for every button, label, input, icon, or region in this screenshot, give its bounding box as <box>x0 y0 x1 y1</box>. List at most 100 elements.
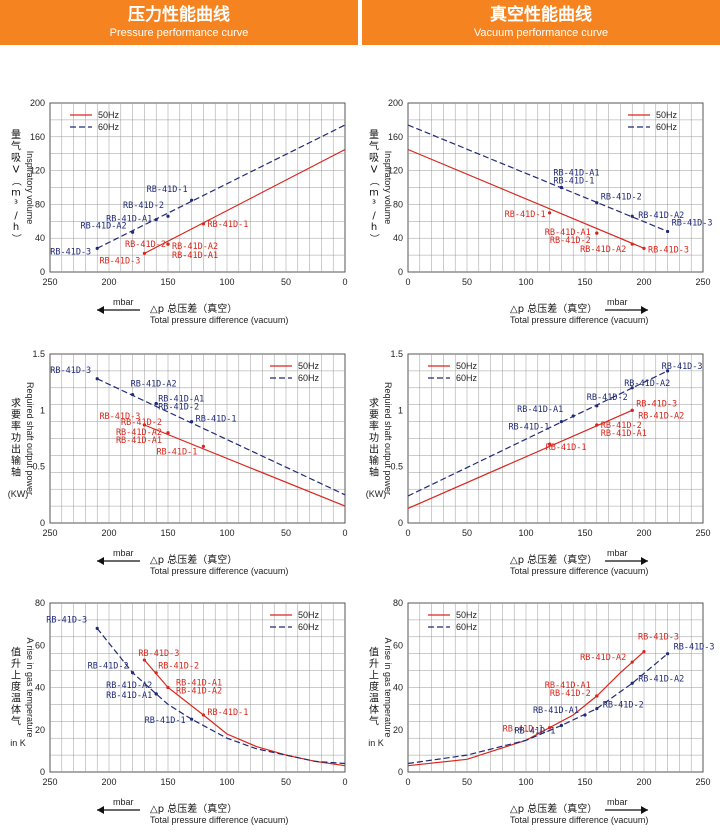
y-axis-label-char: ³ <box>372 199 376 210</box>
y-axis-label-char: 度 <box>369 680 379 693</box>
data-point <box>595 423 599 427</box>
y-axis-label-char: 上 <box>11 669 21 681</box>
y-axis-label-char: 量 <box>369 129 379 141</box>
y-axis-unit: (KW) <box>366 489 387 499</box>
y-tick-label: 1.5 <box>390 349 403 359</box>
model-label: RB-41D-2 <box>550 236 591 246</box>
data-point <box>630 681 634 685</box>
data-point <box>630 386 634 390</box>
data-point <box>548 442 552 446</box>
x-tick-label: 0 <box>342 277 347 287</box>
header-vacuum: 真空性能曲线 Vacuum performance curve <box>362 0 720 45</box>
y-axis-label-char: 气 <box>11 714 21 727</box>
series-line-50Hz <box>144 424 346 507</box>
model-label: RB-41D-A1 <box>172 251 218 261</box>
x-tick-label: 200 <box>636 277 651 287</box>
y-tick-label: 60 <box>393 640 403 650</box>
series-line-60Hz <box>96 628 346 765</box>
axis-caption-cn: △p 总压差（真空） <box>150 302 237 315</box>
data-point <box>583 713 587 717</box>
model-label: RB-41D-A1 <box>545 681 591 691</box>
x-tick-label: 100 <box>518 277 533 287</box>
axis-caption-cn: △p 总压差（真空） <box>510 802 597 815</box>
data-point <box>630 408 634 412</box>
model-label: RB-41D-A1 <box>158 395 204 405</box>
y-tick-label: 80 <box>35 598 45 608</box>
y-tick-label: 40 <box>393 233 403 243</box>
y-tick-label: 60 <box>35 640 45 650</box>
axis-caption-en: Total pressure difference (vacuum) <box>150 815 288 825</box>
data-point <box>595 201 599 205</box>
model-label: RB-41D-A2 <box>638 411 684 421</box>
data-point <box>559 185 564 190</box>
data-point <box>154 401 158 406</box>
model-label: RB-41D-A2 <box>106 681 152 691</box>
data-point <box>548 726 552 730</box>
data-point <box>131 392 135 397</box>
y-tick-label: 40 <box>35 683 45 693</box>
x-tick-label: 150 <box>577 777 592 787</box>
y-axis-label-char: 出 <box>369 442 379 455</box>
model-label: RB-41D-1 <box>508 423 549 433</box>
model-label: RB-41D-2 <box>125 240 166 250</box>
y-axis-label-en: A rise in gas temperature <box>383 637 393 737</box>
y-axis-label-char: 吸 <box>369 153 379 164</box>
model-label: RB-41D-1 <box>546 443 587 453</box>
y-tick-label: 20 <box>35 725 45 735</box>
model-label: RB-41D-A2 <box>131 380 177 390</box>
model-label: RB-41D-1 <box>503 725 544 735</box>
y-tick-label: 0 <box>398 767 403 777</box>
arrow-head <box>641 306 648 314</box>
y-axis-label-char: h <box>371 222 377 233</box>
y-tick-label: 120 <box>388 166 403 176</box>
y-tick-label: 0 <box>40 767 45 777</box>
data-point <box>95 246 99 250</box>
model-label: RB-41D-3 <box>672 218 713 228</box>
data-point <box>166 685 170 690</box>
data-point <box>154 671 158 675</box>
axis-caption-cn: △p 总压差（真空） <box>510 553 597 566</box>
x-tick-label: 200 <box>636 528 651 538</box>
legend-label: 60Hz <box>98 122 120 132</box>
model-label: RB-41D-2 <box>601 193 642 203</box>
model-label: RB-41D-1 <box>505 210 546 220</box>
legend-label: 50Hz <box>298 610 320 620</box>
model-label: RB-41D-3 <box>636 399 677 409</box>
legend-label: 60Hz <box>298 373 320 383</box>
model-label: RB-41D-2 <box>88 662 129 672</box>
data-point <box>201 713 205 717</box>
model-label: RB-41D-1 <box>553 177 594 187</box>
y-axis-label-char: 温 <box>369 692 379 704</box>
y-axis-label-char: 值 <box>11 645 21 658</box>
data-point <box>95 377 99 381</box>
x-tick-label: 50 <box>462 777 472 787</box>
y-axis-label-char: h <box>13 222 19 233</box>
model-label: RB-41D-2 <box>158 403 199 413</box>
x-tick-label: 100 <box>219 777 234 787</box>
data-point <box>666 652 670 656</box>
model-label: RB-41D-A1 <box>116 436 162 446</box>
chart-vacuum-volume: 0 50 100 150 200 25004080120160200RB-41D-1RB-… <box>368 98 713 325</box>
y-tick-label: 0 <box>40 518 45 528</box>
model-label: RB-41D-A1 <box>545 228 591 238</box>
model-label: RB-41D-3 <box>46 615 87 625</box>
x-tick-label: 200 <box>636 777 651 787</box>
arrow-head <box>97 557 104 565</box>
model-label: RB-41D-A2 <box>638 674 684 684</box>
axis-unit-mbar: mbar <box>113 548 134 558</box>
model-label: RB-41D-A1 <box>517 405 563 415</box>
data-point <box>131 671 135 675</box>
data-point <box>595 707 599 711</box>
arrow-head <box>641 557 648 565</box>
model-label: RB-41D-3 <box>99 256 140 266</box>
y-axis-label-char: / <box>14 211 18 222</box>
y-axis-label-char: （ <box>368 176 380 186</box>
y-axis-label-char: 升 <box>369 658 379 670</box>
model-label: RB-41D-3 <box>674 643 715 653</box>
header-vacuum-subtitle: Vacuum performance curve <box>473 27 609 39</box>
y-axis-label-char: 率 <box>369 419 379 432</box>
model-label: RB-41D-A2 <box>624 379 670 389</box>
data-point <box>154 692 158 696</box>
y-axis-label-char: 度 <box>11 680 21 693</box>
